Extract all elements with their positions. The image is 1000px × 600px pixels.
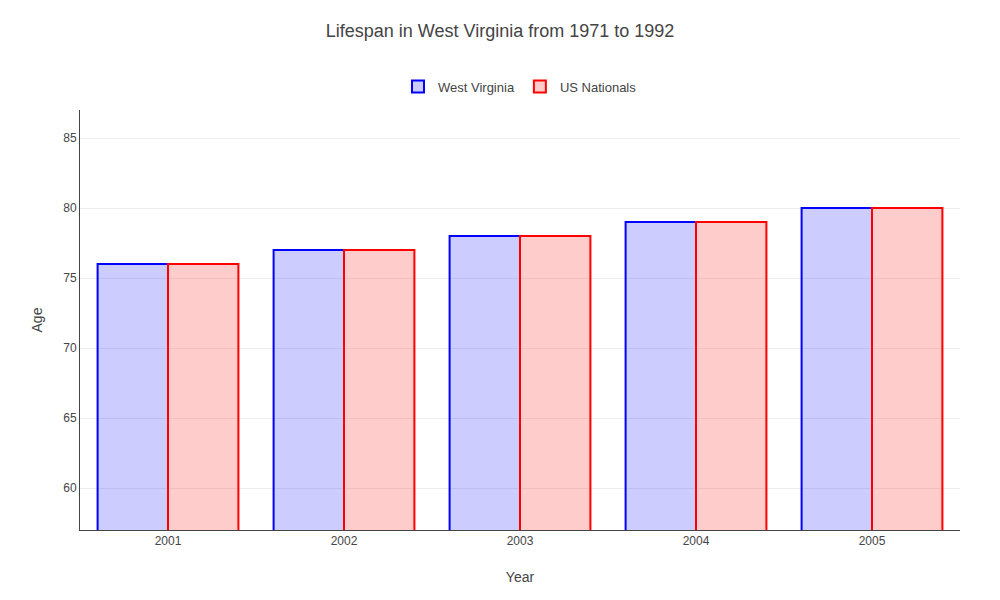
svg-text:Age: Age <box>29 307 45 332</box>
svg-text:2005: 2005 <box>859 534 886 548</box>
svg-text:85: 85 <box>63 131 77 145</box>
svg-text:Year: Year <box>506 569 535 585</box>
svg-text:65: 65 <box>63 411 77 425</box>
svg-text:80: 80 <box>63 201 77 215</box>
svg-text:2001: 2001 <box>155 534 182 548</box>
svg-text:60: 60 <box>63 481 77 495</box>
svg-text:US Nationals: US Nationals <box>560 80 636 95</box>
svg-text:70: 70 <box>63 341 77 355</box>
svg-text:West Virginia: West Virginia <box>438 80 515 95</box>
svg-text:2002: 2002 <box>331 534 358 548</box>
svg-text:2004: 2004 <box>683 534 710 548</box>
svg-text:75: 75 <box>63 271 77 285</box>
svg-text:2003: 2003 <box>507 534 534 548</box>
svg-text:Lifespan in West Virginia from: Lifespan in West Virginia from 1971 to 1… <box>326 21 675 41</box>
